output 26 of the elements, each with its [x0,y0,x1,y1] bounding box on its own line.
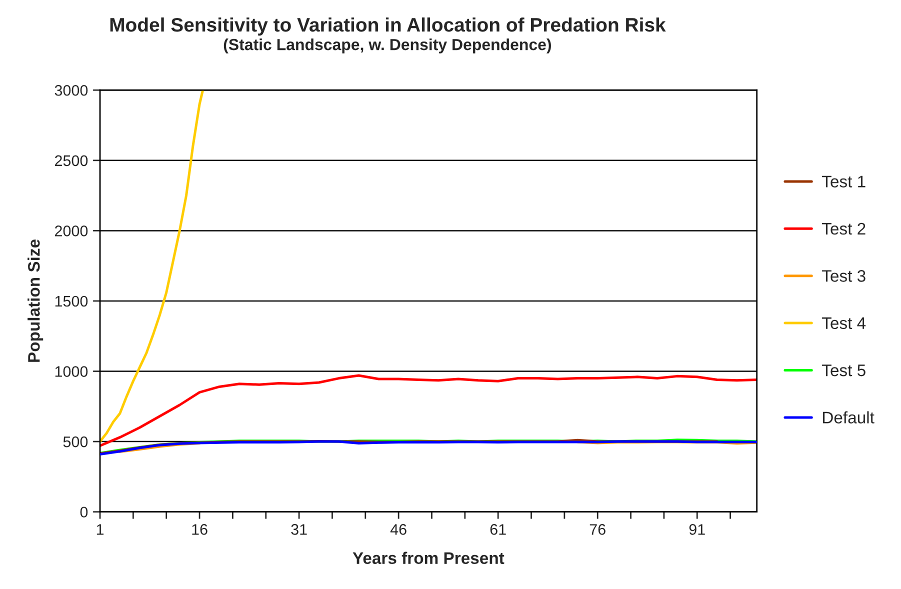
x-tick-label: 91 [689,524,705,535]
chart-subtitle: (Static Landscape, w. Density Dependence) [224,38,551,54]
legend-label: Test 1 [822,176,866,188]
y-tick-label: 0 [80,506,88,518]
legend-label: Test 2 [822,222,866,235]
x-tick-label: 61 [490,524,506,535]
x-tick-label: 31 [291,524,307,535]
x-axis-title: Years from Present [352,552,504,564]
x-tick-label: 1 [96,524,104,535]
legend-label: Test 4 [822,317,866,330]
legend-label: Test 5 [822,364,866,376]
x-tick-label: 76 [590,524,606,535]
y-tick-label: 2500 [54,155,88,166]
line-series [100,374,757,448]
y-tick-label: 2000 [54,226,88,236]
y-axis-title: Population Size [28,240,44,362]
legend-label: Test 3 [822,270,866,282]
x-tick-label: 46 [390,524,406,535]
chart-title: Model Sensitivity to Variation in Allocation of Predation Risk [110,17,666,36]
line-series [100,90,204,443]
y-tick-label: 500 [63,436,88,448]
y-tick-label: 1500 [55,296,88,307]
legend-label: Default [823,411,874,424]
x-tick-label: 16 [192,524,208,535]
y-tick-label: 1000 [55,366,88,377]
y-tick-label: 3000 [54,84,88,96]
